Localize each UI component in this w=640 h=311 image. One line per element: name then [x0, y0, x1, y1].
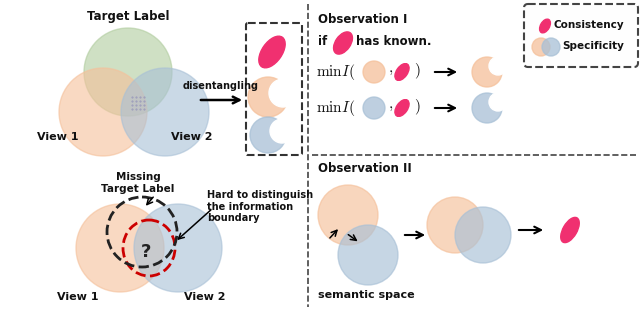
Text: $)$: $)$	[414, 98, 420, 117]
Text: Specificity: Specificity	[562, 41, 624, 51]
Text: Observation II: Observation II	[318, 162, 412, 175]
Circle shape	[248, 77, 288, 117]
Circle shape	[472, 93, 502, 123]
Circle shape	[269, 79, 297, 107]
Circle shape	[363, 61, 385, 83]
Circle shape	[427, 197, 483, 253]
Circle shape	[532, 38, 550, 56]
Circle shape	[472, 57, 502, 87]
Ellipse shape	[259, 36, 285, 68]
Text: if: if	[318, 35, 327, 48]
Circle shape	[59, 68, 147, 156]
Text: View 1: View 1	[37, 132, 79, 142]
Text: Observation I: Observation I	[318, 13, 408, 26]
Text: $,$: $,$	[388, 98, 393, 113]
Text: semantic space: semantic space	[318, 290, 415, 300]
Text: View 2: View 2	[184, 292, 226, 302]
Ellipse shape	[333, 32, 353, 54]
Text: $,$: $,$	[388, 62, 393, 77]
Circle shape	[76, 204, 164, 292]
Text: $\min I($: $\min I($	[316, 98, 355, 118]
Circle shape	[455, 207, 511, 263]
Ellipse shape	[395, 64, 409, 81]
Ellipse shape	[395, 100, 409, 116]
Text: Hard to distinguish
the information
boundary: Hard to distinguish the information boun…	[207, 190, 313, 223]
FancyBboxPatch shape	[524, 4, 638, 67]
Circle shape	[250, 117, 286, 153]
Text: Missing
Target Label: Missing Target Label	[101, 172, 175, 194]
Circle shape	[84, 28, 172, 116]
Text: Target Label: Target Label	[87, 10, 169, 23]
Text: disentangling: disentangling	[183, 81, 259, 91]
Text: ?: ?	[141, 243, 151, 261]
Text: has known.: has known.	[356, 35, 431, 48]
Circle shape	[270, 119, 294, 143]
Circle shape	[121, 68, 209, 156]
Text: $)$: $)$	[414, 62, 420, 81]
Text: Consistency: Consistency	[554, 20, 625, 30]
Text: View 2: View 2	[172, 132, 212, 142]
Ellipse shape	[540, 19, 550, 33]
Circle shape	[134, 204, 222, 292]
Text: View 1: View 1	[57, 292, 99, 302]
Circle shape	[318, 185, 378, 245]
Circle shape	[363, 97, 385, 119]
Text: $\min I($: $\min I($	[316, 62, 355, 82]
Ellipse shape	[561, 217, 579, 243]
Circle shape	[542, 38, 560, 56]
Circle shape	[338, 225, 398, 285]
Circle shape	[489, 57, 507, 75]
Circle shape	[489, 93, 507, 111]
